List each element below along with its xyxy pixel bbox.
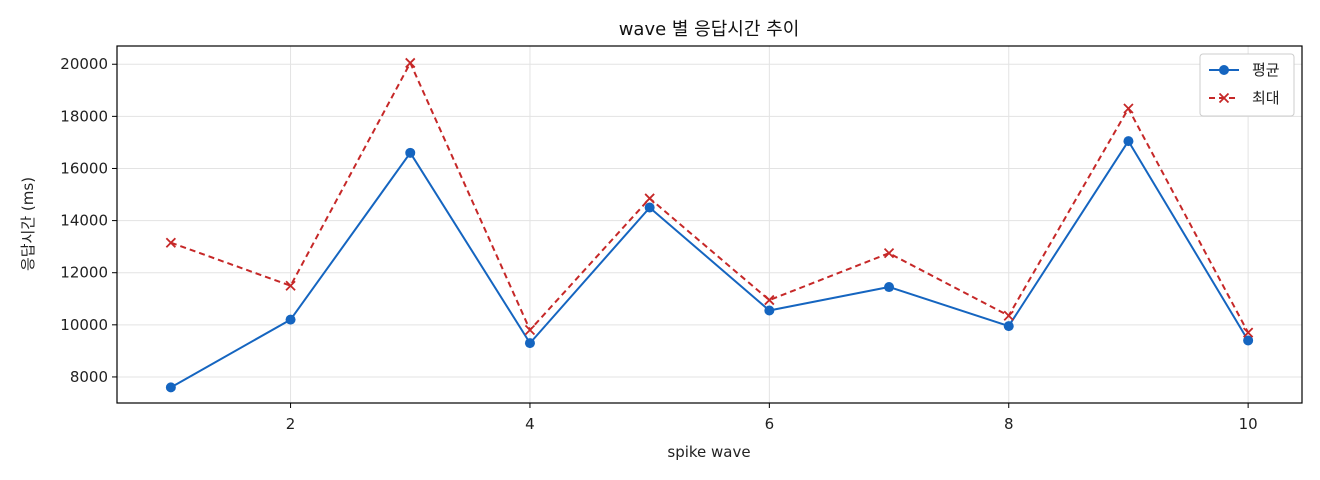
series-1-point bbox=[764, 294, 775, 306]
series-1-point bbox=[405, 57, 416, 69]
series-0-point bbox=[644, 202, 655, 213]
series-1-point bbox=[285, 280, 296, 291]
series-1-point bbox=[1243, 327, 1254, 338]
series-1-point bbox=[1003, 310, 1014, 321]
series-0-point bbox=[1003, 321, 1014, 332]
chart-title: wave 별 응답시간 추이 bbox=[619, 19, 800, 40]
y-tick-label: 20000 bbox=[60, 55, 108, 73]
series-0-point bbox=[764, 305, 775, 316]
series-1-point bbox=[165, 237, 177, 248]
x-tick-label: 2 bbox=[286, 415, 296, 433]
plot-area-frame bbox=[116, 45, 1303, 404]
series-0-point bbox=[285, 314, 296, 325]
series-1-point bbox=[524, 324, 536, 336]
series-1-point bbox=[1123, 103, 1134, 114]
legend-box bbox=[1199, 53, 1295, 117]
y-axis-ticks: 8000 10000 12000 14000 16000 18000 20000 bbox=[60, 55, 117, 386]
y-tick-label: 18000 bbox=[60, 107, 108, 125]
grid bbox=[117, 46, 1302, 403]
legend-marker-series-0 bbox=[1219, 65, 1229, 75]
x-tick-label: 6 bbox=[765, 415, 775, 433]
x-tick-label: 10 bbox=[1239, 415, 1258, 433]
x-axis-label: spike wave bbox=[667, 443, 750, 461]
series-0-point bbox=[405, 147, 416, 158]
legend-label-series-0: 평균 bbox=[1252, 61, 1280, 79]
series-0-point bbox=[1243, 335, 1254, 346]
series-layer bbox=[165, 57, 1254, 393]
y-tick-label: 16000 bbox=[60, 159, 108, 177]
series-0-point bbox=[884, 282, 895, 293]
x-tick-label: 8 bbox=[1004, 415, 1014, 433]
y-tick-label: 8000 bbox=[70, 368, 108, 386]
series-0-point bbox=[1123, 136, 1134, 147]
series-1-point bbox=[883, 248, 895, 259]
y-tick-label: 10000 bbox=[60, 316, 108, 334]
legend-label-series-1: 최대 bbox=[1252, 89, 1280, 107]
series-line-0 bbox=[170, 140, 1249, 389]
series-0-point bbox=[165, 382, 176, 393]
x-axis-ticks: 2 4 6 8 10 bbox=[286, 403, 1258, 433]
legend: 평균 최대 bbox=[1199, 53, 1295, 117]
y-tick-label: 14000 bbox=[60, 212, 108, 230]
x-tick-label: 4 bbox=[525, 415, 535, 433]
series-line-1 bbox=[170, 61, 1249, 334]
series-1-point bbox=[644, 193, 655, 204]
series-0-point bbox=[524, 338, 535, 349]
y-tick-label: 12000 bbox=[60, 264, 108, 282]
legend-marker-series-1 bbox=[1218, 92, 1230, 104]
y-axis-label: 응답시간 (ms) bbox=[19, 177, 37, 271]
